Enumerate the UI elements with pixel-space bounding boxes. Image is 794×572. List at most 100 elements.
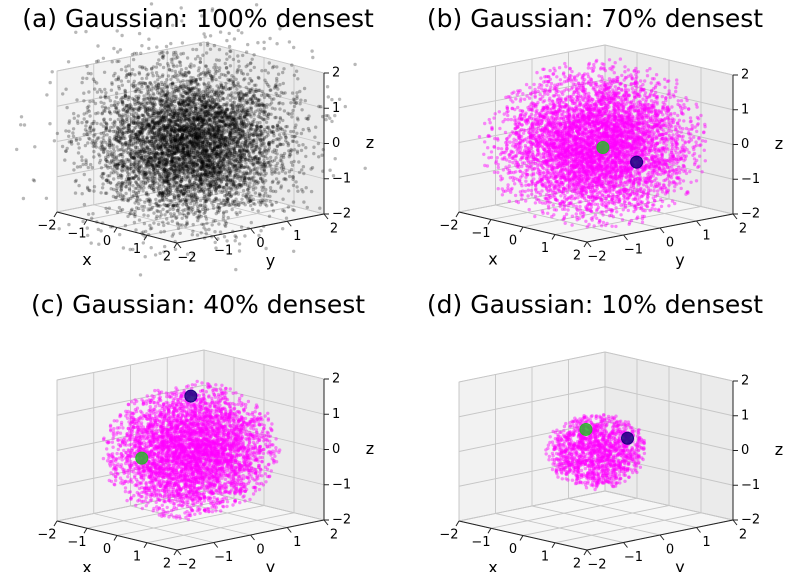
scatter-point [279,142,283,147]
scatter-point [190,146,194,150]
scatter-point [131,67,135,72]
scatter-point [86,141,90,145]
scatter-point [177,146,182,150]
scatter-point [160,151,164,156]
scatter-point [136,206,141,211]
scatter-point [172,144,177,148]
scatter-point [185,136,190,140]
scatter-point [219,72,224,77]
scatter-point [132,169,136,173]
scatter-point [292,45,296,50]
scatter-point [127,186,131,191]
scatter-point [284,125,288,129]
scatter-point [256,145,260,149]
scatter-point [168,192,172,196]
scatter-point [191,87,195,91]
scatter-point [127,143,131,147]
scatter-point [107,143,112,148]
scatter-point [237,98,242,102]
scatter-point [123,180,128,184]
scatter-point [98,158,103,162]
scatter-point [256,158,260,162]
scatter-point [190,182,194,187]
scatter-point [243,176,247,180]
scatter-point [232,110,236,115]
scatter-point [259,171,263,175]
scatter-point [116,50,120,54]
scatter-point [269,155,273,160]
scatter-point [234,151,238,155]
scatter-point [243,141,247,145]
scatter-point [167,122,171,126]
scatter-point [250,176,255,180]
scatter-point [181,51,186,56]
scatter-point [198,60,202,64]
scatter-point [118,139,122,143]
scatter-point [148,94,153,98]
scatter-point [160,82,165,87]
scatter-point [222,140,226,144]
scatter-point [208,104,212,108]
scatter-point [154,139,158,144]
scatter-point [123,223,128,228]
scatter-point [277,133,282,137]
scatter-point [121,154,125,159]
scatter-point [277,120,281,124]
scatter-point [207,227,211,232]
scatter-point [164,44,169,49]
scatter-point [113,123,117,127]
scatter-point [248,197,252,201]
scatter-point [187,71,191,75]
scatter-point [176,193,181,198]
scatter-point [115,103,119,107]
scatter-point [160,115,164,120]
scatter-point [213,230,217,234]
scatter-point [253,157,258,162]
scatter-point [188,99,192,103]
scatter-point [264,120,269,125]
floor-gridline [167,189,288,222]
scatter-point [131,149,135,153]
scatter-point [187,118,191,122]
scatter-point [109,150,113,154]
scatter-point [167,146,171,150]
scatter-point [168,105,172,109]
scatter-point [301,165,306,169]
scatter-point [225,116,229,121]
scatter-point [305,205,309,210]
scatter-point [249,171,253,175]
scatter-point [246,63,250,67]
scatter-point [229,136,233,140]
scatter-point [109,160,113,164]
scatter-point [158,251,162,255]
scatter-point [190,142,194,146]
scatter-point [149,162,154,167]
scatter-point [220,151,224,155]
scatter-point [217,167,222,171]
scatter-point [134,206,139,210]
scatter-point [199,131,204,136]
scatter-point [184,135,188,139]
scatter-point [216,152,220,157]
scatter-point [108,99,113,103]
scatter-point [274,156,278,160]
scatter-point [295,185,299,189]
scatter-point [207,112,212,116]
scatter-point [224,66,229,70]
scatter-point [241,178,245,183]
scatter-point [218,140,222,144]
floor-gridline [130,197,251,229]
scatter-point [207,132,211,136]
scatter-point [88,125,93,130]
scatter-point [197,125,202,130]
scatter-point [140,118,145,122]
scatter-point [122,150,126,154]
scatter-point [145,163,149,167]
scatter-point [130,143,134,147]
scatter-point [124,191,128,196]
scatter-point [74,137,79,141]
scatter-point [97,136,101,140]
scatter-point [154,216,158,220]
scatter-point [156,85,161,90]
scatter-point [312,151,316,156]
